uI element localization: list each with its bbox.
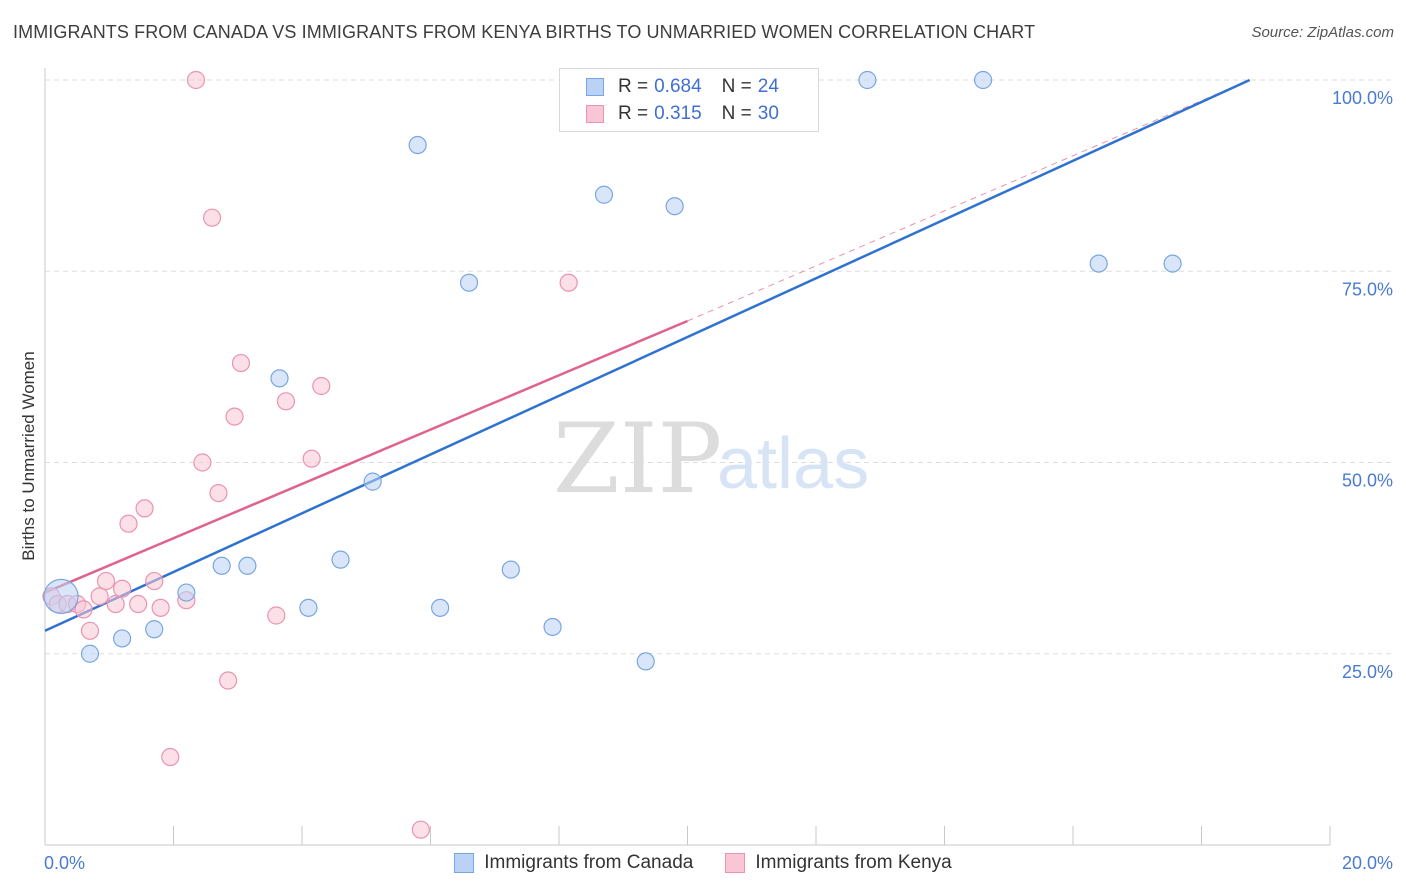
kenya-trend-line (44, 319, 688, 594)
canada-point (145, 620, 164, 639)
kenya-point (186, 70, 206, 90)
canada-point (331, 550, 350, 569)
legend-n-label: N = (721, 103, 752, 124)
y-tick-label: 25.0% (1342, 662, 1393, 682)
legend-n-value: 24 (757, 76, 779, 97)
series-legend: Immigrants from Canada Immigrants from K… (0, 852, 1406, 874)
y-tick-label: 75.0% (1342, 279, 1393, 299)
watermark-zip: ZIP (553, 403, 722, 515)
canada-point (1089, 254, 1108, 273)
axes (44, 68, 1331, 846)
canada-point (594, 185, 614, 204)
x-tick-label: 0.0% (44, 853, 85, 873)
canada-point (363, 472, 382, 491)
legend-row-canada: R = 0.684 N = 24 (586, 75, 779, 99)
legend-r-value: 0.684 (654, 76, 702, 97)
legend-row-kenya: R = 0.315 N = 30 (586, 102, 779, 126)
kenya-point (193, 453, 212, 472)
canada-point (43, 578, 79, 614)
canada-point (1163, 254, 1182, 273)
kenya-point (302, 449, 321, 468)
kenya-trend-extension (687, 79, 1250, 322)
kenya-point (90, 587, 109, 606)
legend-item-kenya[interactable]: Immigrants from Kenya (725, 852, 952, 874)
y-axis-label: Births to Unmarried Women (19, 351, 38, 560)
legend-n-label: N = (721, 76, 752, 97)
tick-labels: 25.0% 50.0% 75.0% 100.0% 0.0% 20.0% (44, 88, 1393, 873)
canada-point (112, 629, 132, 648)
legend-n-value: 30 (757, 103, 779, 124)
legend-label-kenya: Immigrants from Kenya (755, 852, 952, 873)
kenya-point (312, 376, 331, 396)
legend-r-label: R = (618, 103, 649, 124)
kenya-point (74, 600, 93, 619)
canada-point (636, 652, 655, 671)
scatter-points (42, 70, 1182, 839)
legend-r-label: R = (618, 76, 649, 97)
kenya-point (119, 514, 138, 533)
kenya-point (112, 579, 132, 598)
kenya-point (96, 571, 116, 591)
x-tick-label: 20.0% (1342, 853, 1393, 873)
kenya-point (219, 671, 238, 690)
kenya-point (231, 353, 251, 373)
legend-item-canada[interactable]: Immigrants from Canada (454, 852, 693, 874)
canada-point (973, 70, 993, 90)
canada-trend-line (44, 78, 1251, 632)
kenya-point (225, 407, 244, 426)
kenya-point (209, 484, 228, 503)
canada-point (177, 583, 196, 602)
watermark: ZIP atlas (553, 403, 869, 515)
stats-legend: R = 0.684 N = 24 R = 0.315 N = 30 (559, 68, 819, 132)
canada-point (543, 617, 562, 637)
canada-point (459, 273, 479, 292)
canada-point (299, 598, 318, 617)
chart-title: IMMIGRANTS FROM CANADA VS IMMIGRANTS FRO… (13, 22, 1036, 42)
canada-point (408, 135, 427, 155)
kenya-point (151, 598, 170, 617)
kenya-point (129, 594, 148, 614)
kenya-point (267, 606, 286, 625)
canada-point (665, 197, 684, 216)
kenya-point (106, 594, 125, 614)
kenya-point (145, 571, 164, 591)
legend-swatch-canada (586, 78, 604, 96)
legend-swatch-kenya (586, 105, 604, 123)
canada-point (270, 369, 289, 388)
y-tick-label: 50.0% (1342, 471, 1393, 491)
legend-r-value: 0.315 (654, 103, 702, 124)
legend-label-canada: Immigrants from Canada (484, 852, 694, 873)
kenya-point (559, 273, 578, 292)
kenya-point (161, 747, 180, 767)
kenya-point (80, 621, 100, 640)
trend-lines (44, 78, 1251, 632)
canada-point (212, 556, 231, 575)
canada-point (80, 644, 100, 663)
canada-point (501, 560, 520, 579)
kenya-point (202, 208, 222, 227)
source-label: Source: ZipAtlas.com (1251, 24, 1394, 41)
kenya-point (276, 392, 296, 411)
kenya-point (135, 499, 154, 518)
canada-point (431, 598, 450, 617)
y-tick-label: 100.0% (1332, 88, 1393, 108)
watermark-atlas: atlas (717, 424, 869, 504)
legend-swatch-canada (454, 853, 475, 873)
kenya-point (411, 820, 430, 839)
canada-point (858, 70, 877, 90)
canada-point (238, 556, 257, 575)
legend-swatch-kenya (725, 853, 746, 873)
